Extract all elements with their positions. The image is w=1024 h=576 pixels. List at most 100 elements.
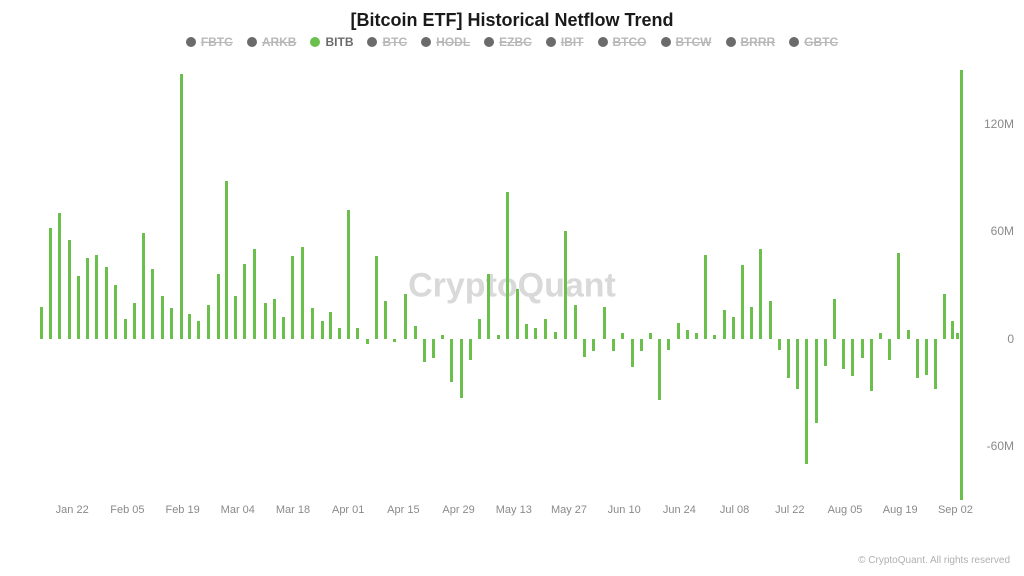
bar[interactable] [114, 285, 117, 339]
bar[interactable] [525, 324, 528, 338]
bar[interactable] [253, 249, 256, 339]
bar[interactable] [432, 339, 435, 359]
legend-item-ibit[interactable]: IBIT [546, 35, 584, 49]
legend-item-gbtc[interactable]: GBTC [789, 35, 838, 49]
bar[interactable] [907, 330, 910, 339]
bar[interactable] [851, 339, 854, 377]
bar[interactable] [824, 339, 827, 366]
bar[interactable] [713, 335, 716, 339]
bar[interactable] [677, 323, 680, 339]
bar[interactable] [506, 192, 509, 339]
bar[interactable] [951, 321, 954, 339]
bar[interactable] [897, 253, 900, 339]
legend-item-brrr[interactable]: BRRR [726, 35, 776, 49]
bar[interactable] [469, 339, 472, 361]
bar[interactable] [217, 274, 220, 339]
bar[interactable] [197, 321, 200, 339]
bar[interactable] [833, 299, 836, 338]
bar[interactable] [188, 314, 191, 339]
bar[interactable] [133, 303, 136, 339]
bar[interactable] [347, 210, 350, 339]
bar[interactable] [170, 308, 173, 338]
bar[interactable] [58, 213, 61, 338]
bar[interactable] [925, 339, 928, 375]
bar[interactable] [516, 289, 519, 339]
bar[interactable] [704, 255, 707, 339]
bar[interactable] [329, 312, 332, 339]
bar[interactable] [180, 74, 183, 339]
bar[interactable] [356, 328, 359, 339]
bar[interactable] [142, 233, 145, 339]
bar[interactable] [842, 339, 845, 369]
bar[interactable] [301, 247, 304, 338]
bar[interactable] [124, 319, 127, 339]
bar[interactable] [282, 317, 285, 339]
bar[interactable] [603, 307, 606, 339]
bar[interactable] [95, 255, 98, 339]
bar[interactable] [686, 330, 689, 339]
bar[interactable] [161, 296, 164, 339]
bar[interactable] [375, 256, 378, 338]
bar[interactable] [49, 228, 52, 339]
bar[interactable] [870, 339, 873, 391]
legend-item-fbtc[interactable]: FBTC [186, 35, 233, 49]
bar[interactable] [879, 333, 882, 338]
bar[interactable] [441, 335, 444, 339]
bar[interactable] [151, 269, 154, 339]
bar[interactable] [291, 256, 294, 338]
bar[interactable] [77, 276, 80, 339]
legend-item-btc[interactable]: BTC [367, 35, 407, 49]
bar[interactable] [916, 339, 919, 378]
bar[interactable] [105, 267, 108, 339]
bar[interactable] [243, 264, 246, 339]
bar[interactable] [404, 294, 407, 339]
legend-item-bitb[interactable]: BITB [310, 35, 353, 49]
bar[interactable] [366, 339, 369, 344]
bar[interactable] [759, 249, 762, 339]
bar[interactable] [732, 317, 735, 339]
bar[interactable] [478, 319, 481, 339]
bar[interactable] [487, 274, 490, 339]
bar[interactable] [741, 265, 744, 338]
bar[interactable] [888, 339, 891, 361]
bar[interactable] [86, 258, 89, 339]
bar[interactable] [592, 339, 595, 352]
bar[interactable] [631, 339, 634, 368]
bar[interactable] [723, 310, 726, 339]
bar[interactable] [787, 339, 790, 378]
bar[interactable] [264, 303, 267, 339]
bar[interactable] [658, 339, 661, 400]
bar[interactable] [612, 339, 615, 352]
bar[interactable] [460, 339, 463, 398]
bar[interactable] [321, 321, 324, 339]
bar[interactable] [934, 339, 937, 389]
bar[interactable] [649, 333, 652, 338]
bar[interactable] [796, 339, 799, 389]
bar[interactable] [564, 231, 567, 339]
bar[interactable] [956, 333, 959, 338]
bar[interactable] [544, 319, 547, 339]
legend-item-hodl[interactable]: HODL [421, 35, 470, 49]
bar[interactable] [750, 307, 753, 339]
bar[interactable] [769, 301, 772, 339]
legend-item-btco[interactable]: BTCO [598, 35, 647, 49]
bar[interactable] [667, 339, 670, 350]
bar[interactable] [554, 332, 557, 339]
legend-item-btcw[interactable]: BTCW [661, 35, 712, 49]
bar[interactable] [943, 294, 946, 339]
bar[interactable] [311, 308, 314, 338]
bar[interactable] [497, 335, 500, 339]
bar[interactable] [583, 339, 586, 357]
bar[interactable] [778, 339, 781, 350]
bar[interactable] [273, 299, 276, 338]
bar[interactable] [225, 181, 228, 339]
legend-item-ezbc[interactable]: EZBC [484, 35, 532, 49]
bar[interactable] [234, 296, 237, 339]
bar[interactable] [805, 339, 808, 464]
legend-item-arkb[interactable]: ARKB [247, 35, 297, 49]
bar[interactable] [414, 326, 417, 339]
bar[interactable] [450, 339, 453, 382]
bar[interactable] [534, 328, 537, 339]
bar[interactable] [68, 240, 71, 339]
bar[interactable] [815, 339, 818, 423]
